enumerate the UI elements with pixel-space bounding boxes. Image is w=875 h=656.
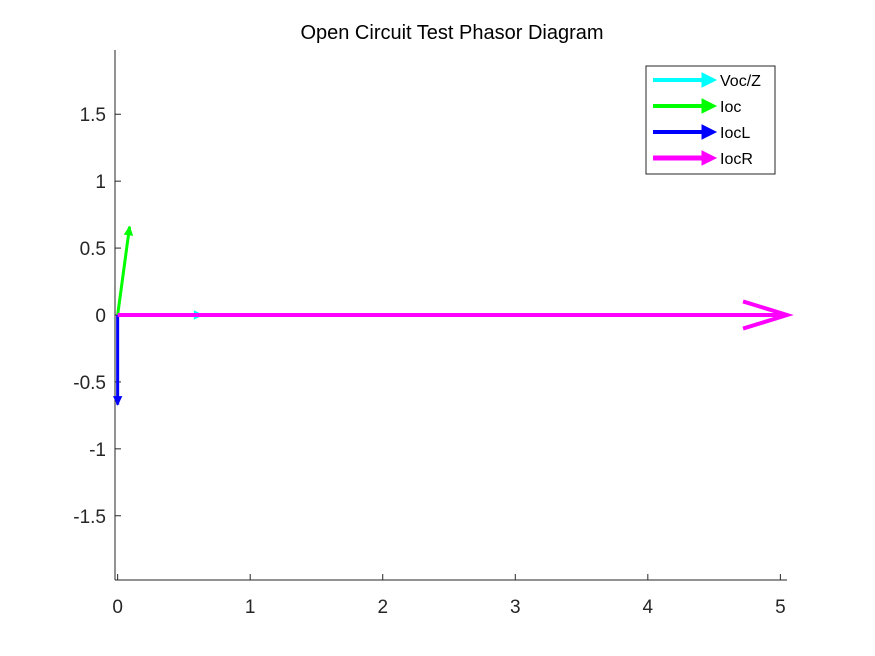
x-tick-label: 2 (377, 597, 388, 618)
y-tick-label: -0.5 (73, 373, 106, 394)
chart-title: Open Circuit Test Phasor Diagram (300, 22, 603, 44)
x-tick-label: 0 (112, 597, 123, 618)
legend-entry: IocR (653, 150, 753, 168)
legend-entry: IocL (653, 124, 750, 142)
phasor-ioc (116, 225, 134, 316)
x-tick-label: 3 (510, 597, 521, 618)
legend-label: IocL (720, 125, 750, 142)
y-tick-label: 1.5 (80, 105, 106, 126)
legend-swatch-arrowhead (701, 150, 718, 166)
phasor-series (112, 225, 794, 406)
phasor-arrowhead (123, 225, 134, 236)
y-tick-label: 0 (95, 306, 106, 327)
x-tick-label: 5 (775, 597, 786, 618)
phasor-arrowhead (742, 299, 794, 331)
phasor-iocr (117, 299, 794, 331)
legend-swatch-arrowhead (701, 72, 718, 88)
y-tick-label: -1.5 (73, 507, 106, 528)
y-tick-label: 0.5 (80, 239, 106, 260)
legend-entry: Ioc (653, 98, 741, 116)
x-tick-label: 1 (245, 597, 256, 618)
legend-swatch-arrowhead (701, 124, 718, 140)
legend-entry: Voc/Z (653, 72, 761, 90)
legend-label: IocR (720, 151, 753, 168)
legend-label: Voc/Z (720, 73, 761, 90)
axes: 0 1 2 3 4 5 -1.5 -1 -0.5 0 0.5 1 1.5 (73, 50, 787, 618)
phasor-arrowhead (112, 396, 123, 406)
phasor-iocl (112, 315, 123, 406)
phasor-shaft (116, 226, 132, 316)
legend: Voc/Z Ioc IocL IocR (645, 65, 776, 175)
x-tick-label: 4 (643, 597, 654, 618)
y-tick-label: 1 (95, 172, 106, 193)
y-tick-label: -1 (89, 440, 106, 461)
legend-label: Ioc (720, 99, 741, 116)
legend-swatch-arrowhead (701, 98, 718, 114)
